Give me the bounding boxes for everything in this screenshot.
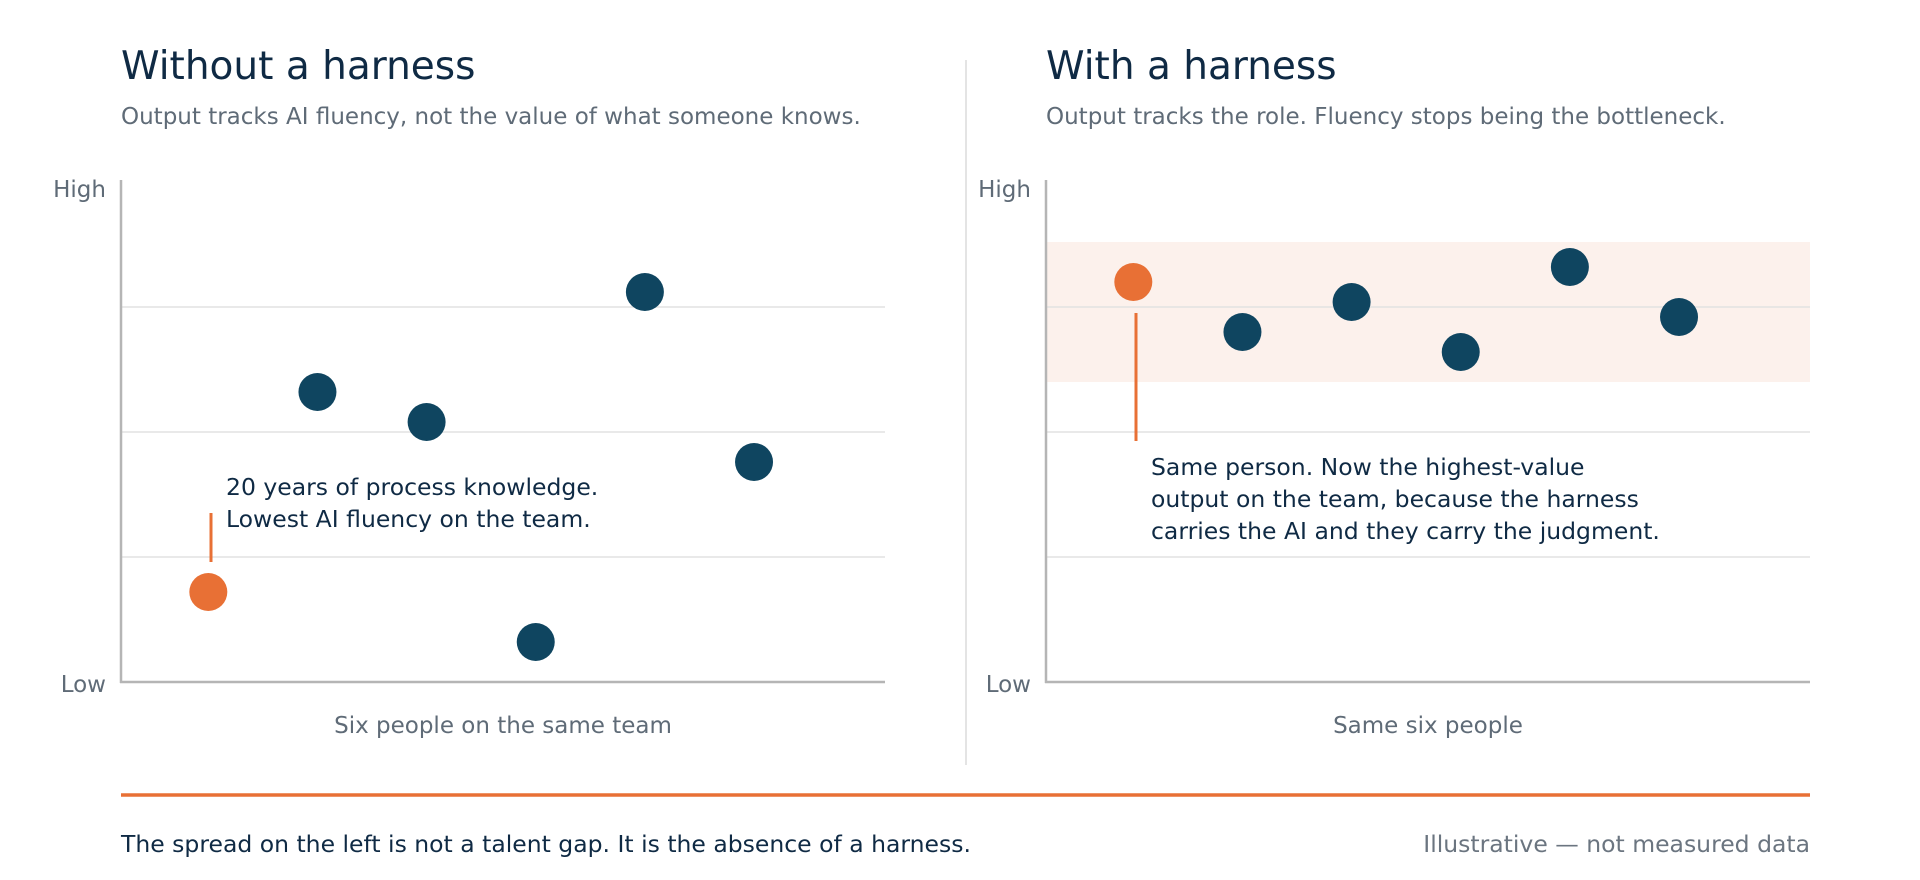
person-point [1332,283,1371,321]
y-tick-low: Low [986,672,1031,698]
annotation-line-3: carries the AI and they carry the judgme… [1151,517,1660,545]
gridlines [121,306,885,558]
person-point [1223,313,1262,351]
person-point [625,273,664,311]
person-point [1441,333,1480,371]
y-tick-high: High [53,177,106,203]
person-point [516,623,555,661]
person-point [407,403,446,441]
x-axis-label: Six people on the same team [334,713,672,739]
footer-note: Illustrative — not measured data [1423,830,1810,858]
panel-with-harness: With a harness Output tracks the role. F… [978,44,1810,739]
annotation-line-1: Same person. Now the highest-value [1151,453,1585,481]
annotation-line-2: Lowest AI fluency on the team. [226,505,591,533]
highlighted-person-point [189,573,228,611]
data-points [189,273,774,661]
person-point [1550,248,1589,286]
panel-subtitle: Output tracks AI fluency, not the value … [121,104,861,130]
panel-subtitle: Output tracks the role. Fluency stops be… [1046,104,1726,130]
highlighted-person-point [1114,263,1153,301]
x-axis-label: Same six people [1333,713,1523,739]
panel-title: With a harness [1046,44,1337,89]
y-tick-low: Low [61,672,106,698]
annotation-line-2: output on the team, because the harness [1151,485,1639,513]
person-point [735,443,774,481]
y-tick-high: High [978,177,1031,203]
panel-without-harness: Without a harness Output tracks AI fluen… [53,44,885,739]
panel-title: Without a harness [121,44,475,89]
person-point [298,373,337,411]
annotation-line-1: 20 years of process knowledge. [226,473,598,501]
footer-takeaway: The spread on the left is not a talent g… [120,830,971,858]
data-points [1114,248,1699,371]
person-point [1660,298,1699,336]
